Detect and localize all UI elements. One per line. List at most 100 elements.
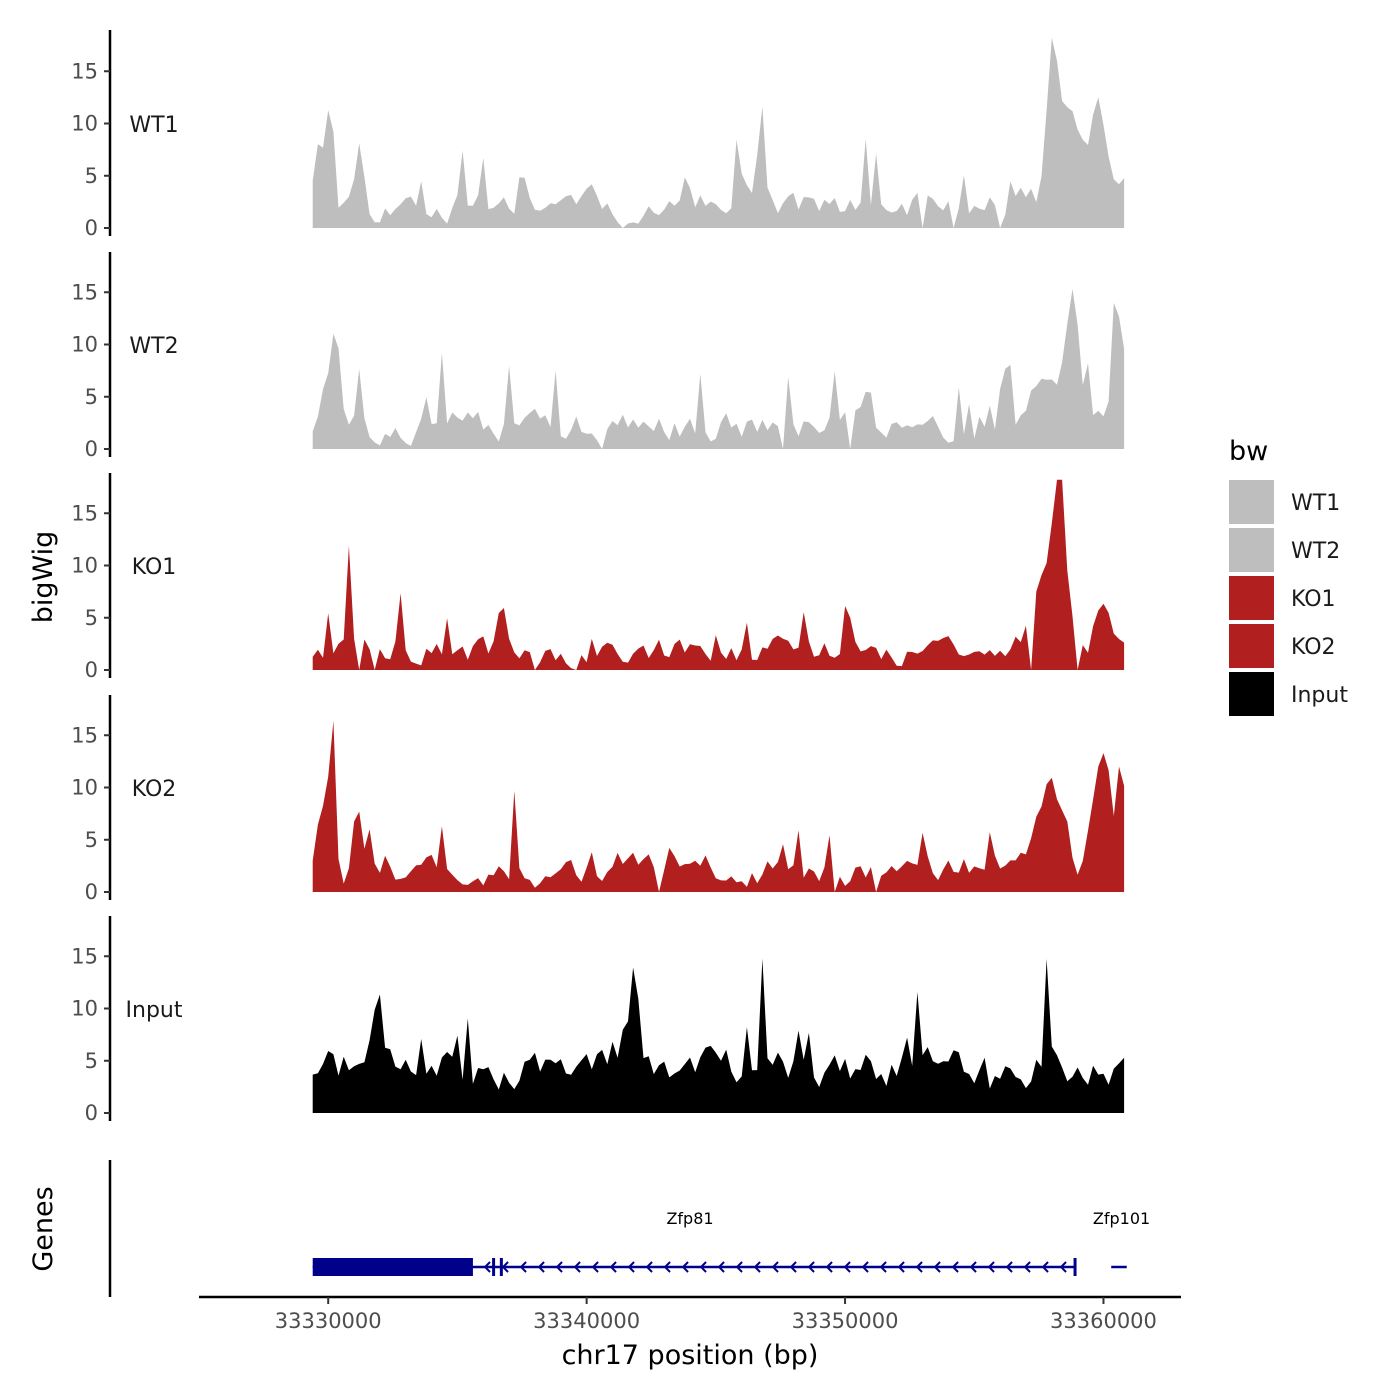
track-label: KO1 bbox=[132, 555, 177, 580]
legend-entry-ko1: KO1 bbox=[1229, 576, 1336, 620]
y-tick-label: 10 bbox=[71, 554, 98, 578]
track-wt2: 0 5 10 15 WT2 bbox=[71, 252, 1125, 461]
gene-exon bbox=[499, 1258, 503, 1276]
gene-zfp81: Zfp81 bbox=[312, 1209, 1077, 1276]
legend-entry-wt1: WT1 bbox=[1229, 480, 1340, 524]
y-tick-label: 5 bbox=[85, 1049, 98, 1073]
strand-arrow bbox=[969, 1261, 977, 1273]
legend-title: bw bbox=[1229, 436, 1268, 467]
strand-arrow bbox=[1005, 1261, 1013, 1273]
coverage-area-ko1 bbox=[312, 479, 1125, 670]
strand-arrow bbox=[1023, 1261, 1031, 1273]
strand-arrow bbox=[699, 1261, 707, 1273]
track-input: 0 5 10 15 Input bbox=[71, 916, 1125, 1125]
strand-arrow bbox=[609, 1261, 617, 1273]
legend-entry-ko2: KO2 bbox=[1229, 624, 1336, 668]
y-axis-title: bigWig bbox=[28, 531, 59, 624]
track-label: WT2 bbox=[129, 334, 178, 359]
track-ko1: 0 5 10 15 KO1 bbox=[71, 473, 1125, 682]
legend-entry-wt2: WT2 bbox=[1229, 528, 1340, 572]
strand-arrow bbox=[807, 1261, 815, 1273]
legend-entry-input: Input bbox=[1229, 672, 1348, 716]
y-tick-label: 0 bbox=[85, 880, 98, 904]
legend-swatch bbox=[1229, 672, 1274, 716]
track-label: Input bbox=[126, 998, 183, 1023]
y-tick-label: 5 bbox=[85, 606, 98, 630]
y-tick-label: 5 bbox=[85, 828, 98, 852]
strand-arrow bbox=[915, 1261, 923, 1273]
gene-exon-block bbox=[312, 1258, 473, 1276]
strand-arrow bbox=[897, 1261, 905, 1273]
strand-arrow bbox=[537, 1261, 545, 1273]
y-tick-label: 10 bbox=[71, 112, 98, 136]
gene-exon bbox=[492, 1258, 496, 1276]
y-tick-label: 10 bbox=[71, 333, 98, 357]
y-tick-label: 15 bbox=[71, 723, 98, 747]
coverage-area-wt2 bbox=[312, 289, 1125, 449]
gene-end-tick bbox=[1073, 1258, 1077, 1276]
genes-layer: Zfp81 Zfp101 bbox=[108, 1160, 1150, 1297]
strand-arrow bbox=[663, 1261, 671, 1273]
legend-entries: WT1 WT2 KO1 KO2 Input bbox=[1229, 480, 1348, 716]
strand-arrow bbox=[573, 1261, 581, 1273]
strand-arrow bbox=[789, 1261, 797, 1273]
y-tick-label: 5 bbox=[85, 385, 98, 409]
strand-arrow bbox=[483, 1261, 491, 1273]
strand-arrow bbox=[681, 1261, 689, 1273]
track-label: KO2 bbox=[132, 777, 177, 802]
strand-arrow bbox=[753, 1261, 761, 1273]
x-axis: 33330000 33340000 33350000 33360000 bbox=[199, 1295, 1181, 1333]
strand-arrow bbox=[501, 1261, 509, 1273]
track-label: WT1 bbox=[129, 113, 178, 138]
y-tick-label: 0 bbox=[85, 437, 98, 461]
legend-label: Input bbox=[1291, 683, 1348, 708]
legend-label: KO2 bbox=[1291, 635, 1336, 660]
legend-swatch bbox=[1229, 528, 1274, 572]
y-tick-label: 0 bbox=[85, 1101, 98, 1125]
y-tick-label: 15 bbox=[71, 501, 98, 525]
track-wt1: 0 5 10 15 WT1 bbox=[71, 30, 1125, 240]
strand-arrow bbox=[951, 1261, 959, 1273]
y-tick-label: 5 bbox=[85, 164, 98, 188]
track-ko2: 0 5 10 15 KO2 bbox=[71, 695, 1125, 904]
legend-label: WT2 bbox=[1291, 539, 1340, 564]
strand-arrow bbox=[843, 1261, 851, 1273]
strand-arrow bbox=[717, 1261, 725, 1273]
y-tick-label: 0 bbox=[85, 658, 98, 682]
legend-label: WT1 bbox=[1291, 491, 1340, 516]
legend-swatch bbox=[1229, 480, 1274, 524]
strand-arrow bbox=[861, 1261, 869, 1273]
coverage-area-wt1 bbox=[312, 37, 1125, 228]
x-tick-label: 33350000 bbox=[792, 1309, 899, 1333]
strand-arrow bbox=[555, 1261, 563, 1273]
y-tick-label: 15 bbox=[71, 944, 98, 968]
y-tick-label: 10 bbox=[71, 776, 98, 800]
coverage-area-ko2 bbox=[312, 720, 1125, 892]
gene-label: Zfp101 bbox=[1093, 1209, 1150, 1228]
x-tick-label: 33340000 bbox=[533, 1309, 640, 1333]
x-tick-label: 33360000 bbox=[1050, 1309, 1157, 1333]
strand-arrow bbox=[1059, 1261, 1067, 1273]
legend-swatch bbox=[1229, 624, 1274, 668]
legend-swatch bbox=[1229, 576, 1274, 620]
gene-label: Zfp81 bbox=[666, 1209, 713, 1228]
y-tick-label: 15 bbox=[71, 59, 98, 83]
strand-arrow bbox=[879, 1261, 887, 1273]
tracks-layer: 0 5 10 15 WT1 0 5 10 15 WT2 0 5 10 15 KO1 0 5 10 15 KO2 0 5 10… bbox=[71, 30, 1125, 1125]
strand-arrow bbox=[1041, 1261, 1049, 1273]
strand-arrow bbox=[627, 1261, 635, 1273]
genes-axis-title: Genes bbox=[28, 1186, 59, 1271]
x-axis-title: chr17 position (bp) bbox=[562, 1340, 819, 1371]
legend-label: KO1 bbox=[1291, 587, 1336, 612]
legend: bw WT1 WT2 KO1 KO2 Input bbox=[1229, 436, 1348, 716]
y-tick-label: 0 bbox=[85, 216, 98, 240]
y-tick-label: 10 bbox=[71, 997, 98, 1021]
strand-arrow bbox=[735, 1261, 743, 1273]
strand-arrow bbox=[645, 1261, 653, 1273]
strand-arrow bbox=[591, 1261, 599, 1273]
gene-zfp101: Zfp101 bbox=[1093, 1209, 1150, 1269]
strand-arrow bbox=[987, 1261, 995, 1273]
y-tick-label: 15 bbox=[71, 280, 98, 304]
strand-arrow bbox=[825, 1261, 833, 1273]
